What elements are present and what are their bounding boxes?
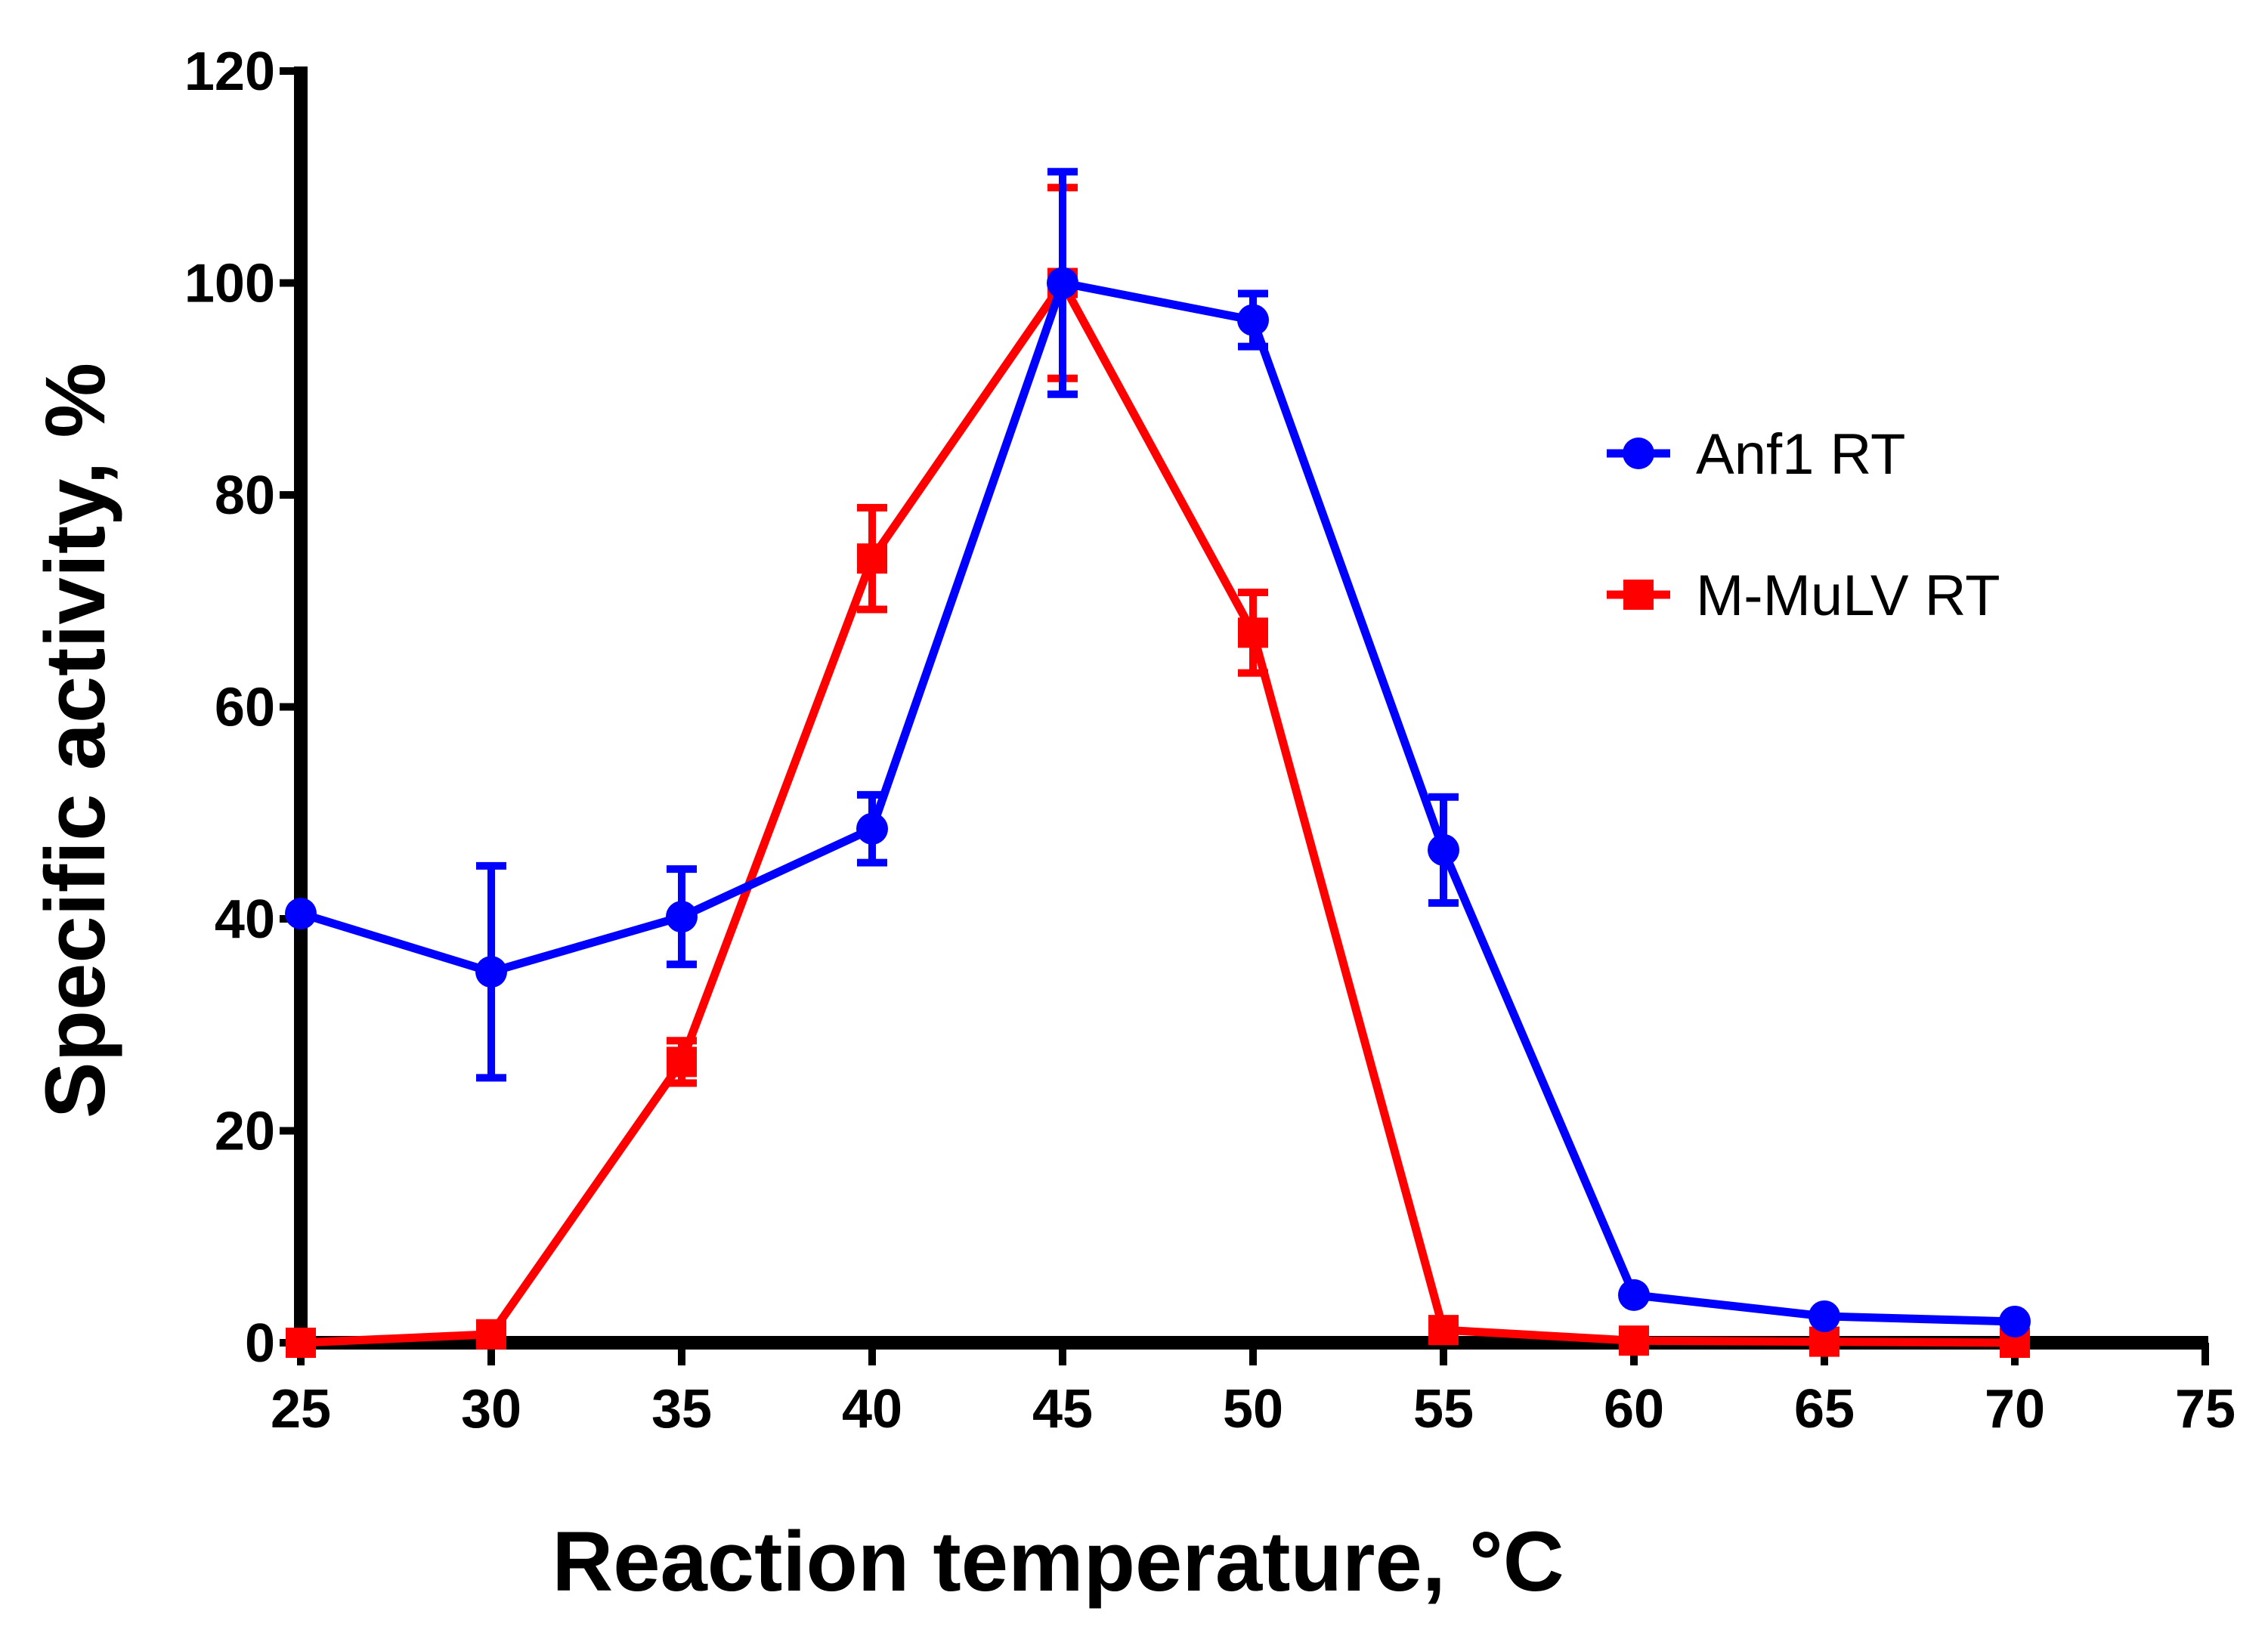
data-point	[286, 1328, 316, 1358]
data-point	[1237, 304, 1269, 336]
data-point	[667, 1047, 697, 1078]
data-point	[1047, 267, 1078, 299]
x-tick-label: 45	[1032, 1379, 1093, 1439]
x-tick-label: 75	[2175, 1379, 2236, 1439]
y-tick-label: 0	[245, 1313, 275, 1374]
data-point	[1619, 1325, 1649, 1356]
x-tick-label: 65	[1794, 1379, 1855, 1439]
series-line-anf1-rt	[299, 279, 2016, 1326]
legend-label-m-mulv-rt: M-MuLV RT	[1696, 564, 2000, 628]
legend: Anf1 RT M-MuLV RT	[1607, 422, 2000, 628]
data-point	[1428, 1315, 1459, 1346]
data-point	[476, 1319, 506, 1350]
y-tick-label: 80	[215, 465, 275, 526]
x-tick-label: 40	[842, 1379, 902, 1439]
axes: 0 20 40 60 80 100 120 25 30 35 40 45 50 55 60 65 70 75	[184, 42, 2236, 1439]
y-tick-label: 40	[215, 889, 275, 950]
data-point	[1809, 1300, 1840, 1332]
x-tick-label: 60	[1604, 1379, 1664, 1439]
x-tick-label: 70	[1985, 1379, 2045, 1439]
x-tick-label: 55	[1413, 1379, 1474, 1439]
data-point	[666, 901, 698, 933]
x-tick-label: 25	[271, 1379, 331, 1439]
x-tick-label: 30	[461, 1379, 521, 1439]
legend-marker-m-mulv-rt	[1623, 580, 1654, 610]
series-line-m-mulv-rt	[300, 279, 2016, 1347]
y-tick-label: 100	[184, 254, 275, 314]
data-point	[1238, 617, 1268, 648]
data-point	[857, 543, 887, 574]
series-anf1-rt	[285, 168, 2031, 1337]
legend-marker-anf1-rt	[1623, 438, 1654, 469]
y-tick-label: 60	[215, 678, 275, 738]
y-tick-label: 120	[184, 42, 275, 102]
data-point	[285, 897, 317, 929]
data-point	[475, 956, 507, 988]
data-point	[1428, 833, 1459, 866]
y-axis-title: Specific activity, %	[28, 363, 122, 1118]
data-point	[856, 812, 888, 845]
x-axis-title: Reaction temperature, °C	[552, 1514, 1564, 1609]
series-layer	[285, 168, 2031, 1358]
data-point	[1999, 1305, 2031, 1337]
series-m-mulv-rt	[286, 184, 2030, 1358]
legend-label-anf1-rt: Anf1 RT	[1696, 422, 1905, 487]
data-point	[1618, 1279, 1650, 1311]
x-tick-label: 50	[1223, 1379, 1283, 1439]
x-tick-label: 35	[651, 1379, 712, 1439]
y-tick-label: 20	[215, 1102, 275, 1162]
